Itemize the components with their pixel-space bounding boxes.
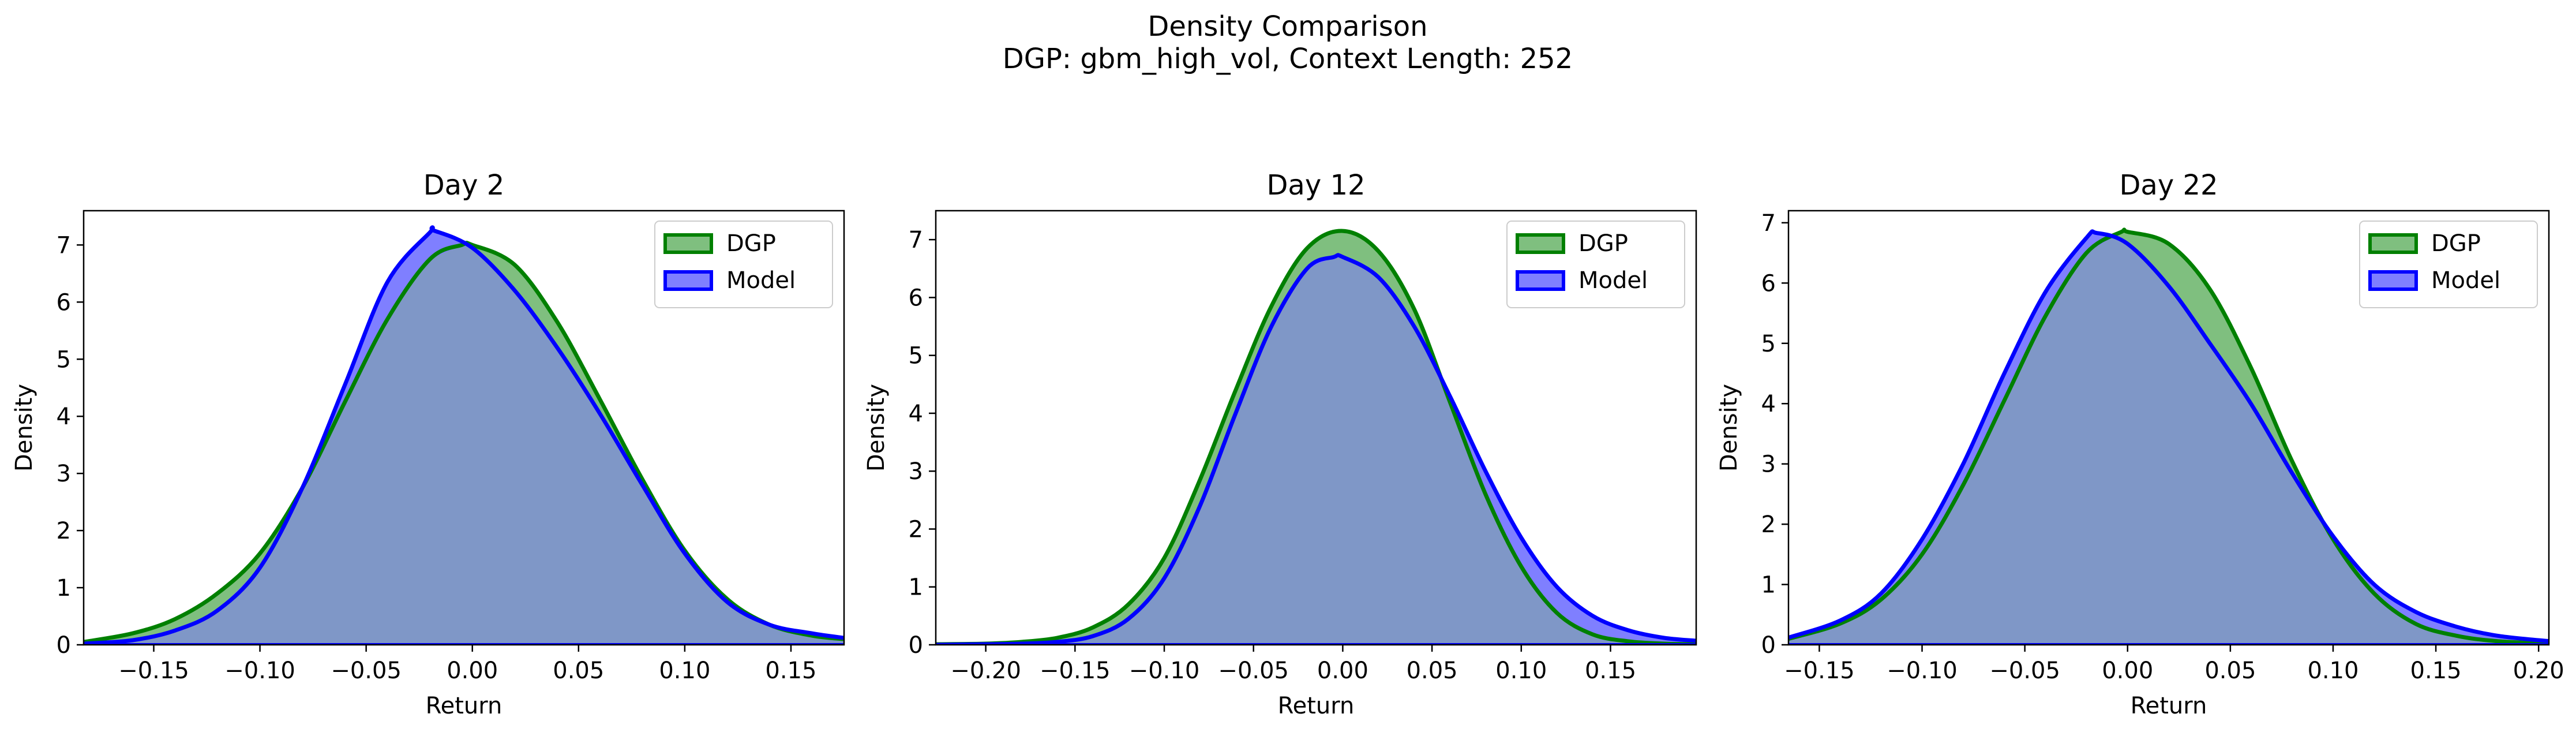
y-axis-label: Density (1716, 384, 1742, 472)
x-tick-label: −0.05 (1218, 657, 1289, 684)
x-axis-label: Return (2131, 693, 2207, 719)
legend-swatch-model (2368, 270, 2418, 291)
panel-title: Day 2 (423, 169, 505, 201)
x-tick-label: 0.05 (1407, 657, 1458, 684)
dgp-density-line (1788, 227, 2549, 645)
y-tick-label: 2 (1761, 511, 1776, 538)
x-tick-label: 0.10 (1495, 657, 1547, 684)
x-tick-label: −0.15 (1040, 657, 1111, 684)
y-tick-label: 2 (909, 516, 923, 543)
y-tick-label: 6 (909, 285, 923, 311)
legend: DGP Model (1506, 221, 1685, 308)
model-density-line (936, 253, 1696, 645)
legend-label-model: Model (1578, 267, 1648, 294)
x-tick-label: 0.15 (1585, 657, 1636, 684)
plot-area (936, 229, 1696, 645)
y-tick-label: 7 (57, 232, 71, 259)
legend-swatch-dgp (2368, 233, 2418, 254)
x-tick-label: −0.15 (1784, 657, 1855, 684)
y-tick-label: 4 (1761, 391, 1776, 417)
legend-label-model: Model (726, 267, 796, 294)
y-tick-label: 6 (1761, 270, 1776, 297)
y-tick-label: 3 (909, 458, 923, 485)
y-tick-label: 7 (1761, 210, 1776, 237)
figure-title-line2: DGP: gbm_high_vol, Context Length: 252 (1003, 43, 1573, 75)
x-axis-label: Return (426, 693, 503, 719)
y-tick-label: 6 (57, 289, 71, 316)
y-tick-label: 1 (57, 575, 71, 601)
y-tick-label: 4 (57, 404, 71, 430)
legend-swatch-dgp (663, 233, 713, 254)
x-tick-label: 0.10 (659, 657, 710, 684)
panel-2: −0.20 −0.15 −0.10 −0.05 0.00 0.05 0.10 0.15 0 1 2 3… (863, 169, 1697, 719)
x-tick-label: 0.15 (2410, 657, 2462, 684)
panel-title: Day 22 (2119, 169, 2218, 201)
x-axis-label: Return (1278, 693, 1355, 719)
model-density-line (84, 225, 844, 645)
x-tick-label: −0.05 (331, 657, 402, 684)
y-tick-label: 3 (57, 461, 71, 487)
axes-frame (935, 210, 1697, 646)
overlap-fill (1788, 238, 2549, 645)
plot-area (84, 225, 844, 645)
x-tick-label: −0.10 (224, 657, 295, 684)
x-tick-label: −0.05 (1989, 657, 2060, 684)
figure-title-line1: Density Comparison (1148, 10, 1427, 43)
y-tick-label: 7 (909, 227, 923, 253)
legend-swatch-model (1516, 270, 1565, 291)
y-tick-label: 0 (1761, 632, 1776, 659)
legend-label-dgp: DGP (726, 230, 776, 257)
y-tick-label: 1 (909, 574, 923, 601)
y-tick-label: 5 (1761, 331, 1776, 357)
y-axis-label: Density (863, 384, 890, 472)
model-density-line (1788, 229, 2549, 644)
axes-frame (1787, 210, 2550, 646)
x-tick-label: 0.00 (1317, 657, 1368, 684)
legend-swatch-model (663, 270, 713, 291)
legend-label-dgp: DGP (1578, 230, 1628, 257)
y-tick-label: 4 (909, 401, 923, 427)
legend: DGP Model (654, 221, 833, 308)
x-tick-label: −0.10 (1887, 657, 1958, 684)
x-tick-label: 0.10 (2307, 657, 2358, 684)
y-tick-label: 1 (1761, 572, 1776, 599)
x-tick-label: 0.00 (2102, 657, 2153, 684)
y-tick-label: 2 (57, 518, 71, 544)
panel-title: Day 12 (1266, 169, 1365, 201)
panel-3: −0.15 −0.10 −0.05 0.00 0.05 0.10 0.15 0.20 0 1 2 3 4… (1716, 169, 2564, 719)
y-tick-label: 5 (909, 343, 923, 369)
plot-area (1788, 227, 2549, 645)
y-tick-label: 5 (57, 346, 71, 373)
x-tick-label: 0.20 (2513, 657, 2564, 684)
x-tick-label: 0.00 (447, 657, 498, 684)
overlap-fill (936, 257, 1696, 645)
x-tick-label: −0.15 (118, 657, 189, 684)
legend-label-dgp: DGP (2431, 230, 2481, 257)
dgp-density-line (936, 229, 1696, 645)
y-tick-label: 0 (57, 632, 71, 659)
axes-frame (83, 210, 845, 646)
y-tick-label: 3 (1761, 451, 1776, 478)
panel-1: −0.15 −0.10 −0.05 0.00 0.05 0.10 0.15 0 1 2 3 4 5 6 7 D… (11, 169, 845, 719)
y-axis-label: Density (11, 384, 38, 472)
legend-swatch-dgp (1516, 233, 1565, 254)
legend: DGP Model (2359, 221, 2538, 308)
x-tick-label: −0.10 (1129, 657, 1200, 684)
y-tick-label: 0 (909, 632, 923, 659)
x-tick-label: 0.05 (2204, 657, 2256, 684)
x-tick-label: −0.20 (950, 657, 1021, 684)
x-tick-label: 0.05 (553, 657, 604, 684)
x-tick-label: 0.15 (765, 657, 816, 684)
legend-label-model: Model (2431, 267, 2500, 294)
